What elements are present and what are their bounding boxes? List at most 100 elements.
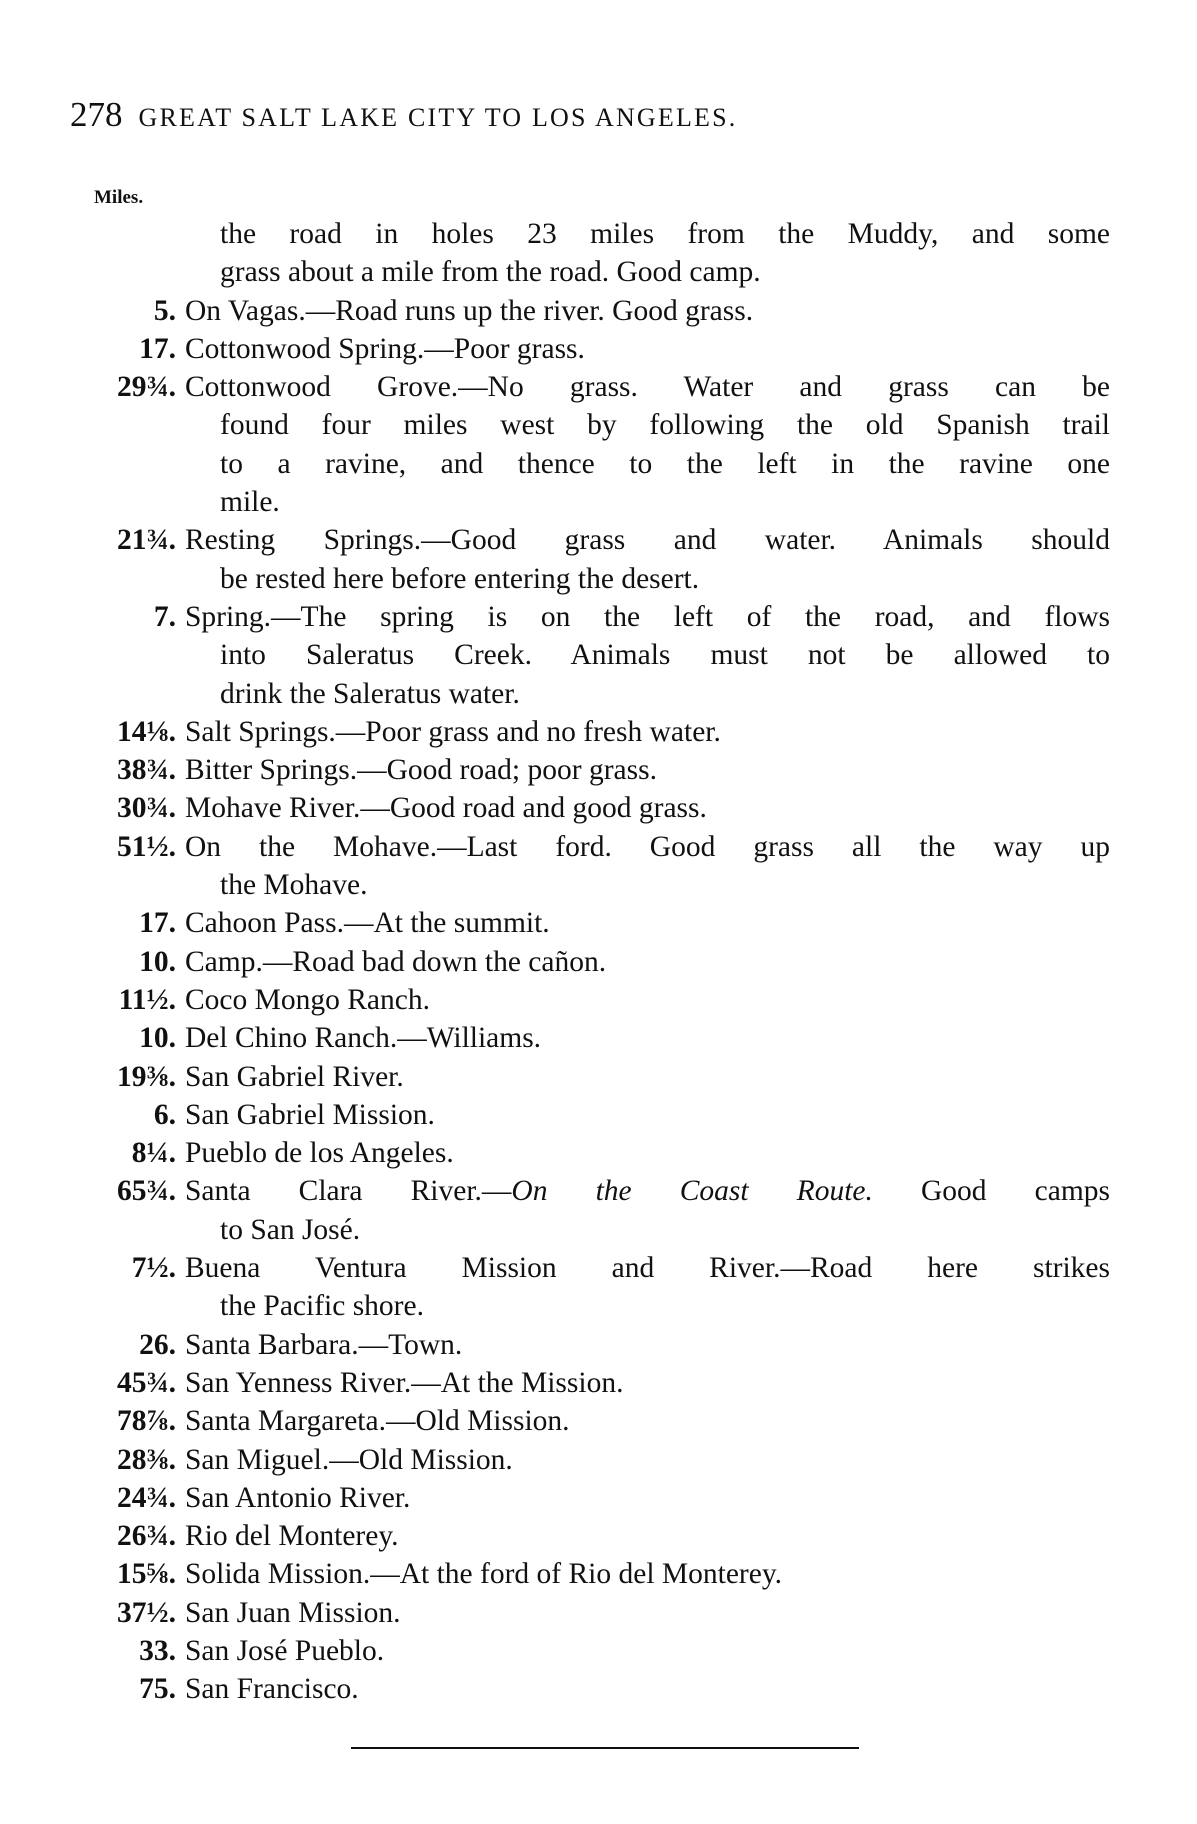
entry-text: Santa Barbara.—Town. <box>185 1328 463 1361</box>
entry-text: San Juan Mission. <box>185 1596 401 1629</box>
entry-text: San Gabriel Mission. <box>185 1098 435 1131</box>
entry-line: 8¼. Pueblo de los Angeles. <box>0 1134 1197 1172</box>
entry-line: 37½. San Juan Mission. <box>0 1594 1197 1632</box>
continuation-line: the road in holes 23 miles from the Mudd… <box>0 215 1197 253</box>
itinerary-entry: 11½. Coco Mongo Ranch. <box>0 981 1197 1019</box>
entry-line: 17. Cahoon Pass.—At the summit. <box>0 904 1197 942</box>
entry-text: the Pacific shore. <box>220 1290 424 1323</box>
entry-miles: 10. <box>139 1022 176 1055</box>
running-header: 278 GREAT SALT LAKE CITY TO LOS ANGELES. <box>70 95 1030 135</box>
entry-miles: 17. <box>139 332 176 365</box>
entry-text: Del Chino Ranch.—Williams. <box>185 1022 542 1055</box>
entry-miles: 11½. <box>118 983 176 1016</box>
entry-miles: 45¾. <box>117 1366 176 1399</box>
entry-line: 7½. Buena Ventura Mission and River.—Road… <box>0 1249 1197 1287</box>
entry-miles: 14⅛. <box>117 715 176 748</box>
itinerary-entry: 10. Del Chino Ranch.—Williams. <box>0 1019 1197 1057</box>
itinerary-entry: 75. San Francisco. <box>0 1670 1197 1708</box>
entry-miles: 7½. <box>131 1252 176 1285</box>
entry-text: into Saleratus Creek. Animals must not b… <box>220 639 1110 672</box>
running-title: GREAT SALT LAKE CITY TO LOS ANGELES. <box>138 103 738 132</box>
itinerary-entry: 26¾. Rio del Monterey. <box>0 1517 1197 1555</box>
entry-text: On the Mohave.—Last ford. Good grass all… <box>185 830 1110 863</box>
entry-line: 26. Santa Barbara.—Town. <box>0 1326 1197 1364</box>
entry-text-part: Santa Clara River.— <box>185 1175 512 1208</box>
entry-line: 29¾. Cottonwood Grove.—No grass. Water an… <box>0 368 1197 406</box>
entry-text: Solida Mission.—At the ford of Rio del M… <box>185 1558 783 1591</box>
entry-line: be rested here before entering the deser… <box>0 560 1197 598</box>
itinerary-entry: 30¾. Mohave River.—Good road and good gra… <box>0 789 1197 827</box>
entry-line: to San José. <box>0 1211 1197 1249</box>
entry-miles: 17. <box>139 907 176 940</box>
entry-miles: 29¾. <box>117 371 176 404</box>
entry-line: into Saleratus Creek. Animals must not b… <box>0 636 1197 674</box>
entry-miles: 26¾. <box>117 1520 176 1553</box>
itinerary-entry: 78⅞. Santa Margareta.—Old Mission. <box>0 1402 1197 1440</box>
entry-line: to a ravine, and thence to the left in t… <box>0 445 1197 483</box>
entry-text: San José Pueblo. <box>185 1634 385 1667</box>
entry-text: Santa Clara River.—On the Coast Route. G… <box>185 1172 1110 1210</box>
entry-miles: 30¾. <box>117 792 176 825</box>
entry-miles: 51½. <box>117 830 176 863</box>
entry-text: Cottonwood Grove.—No grass. Water and gr… <box>185 371 1110 404</box>
entry-line: 38¾. Bitter Springs.—Good road; poor gras… <box>0 751 1197 789</box>
itinerary-entry: 33. San José Pueblo. <box>0 1632 1197 1670</box>
itinerary-entry: 10. Camp.—Road bad down the cañon. <box>0 943 1197 981</box>
itinerary-entry: 5. On Vagas.—Road runs up the river. Good… <box>0 292 1197 330</box>
entry-text: to San José. <box>220 1213 361 1246</box>
entry-line: mile. <box>0 483 1197 521</box>
miles-column-label: Miles. <box>94 187 144 208</box>
itinerary-entry: 8¼. Pueblo de los Angeles. <box>0 1134 1197 1172</box>
entry-line: 30¾. Mohave River.—Good road and good gra… <box>0 789 1197 827</box>
entry-line: 10. Del Chino Ranch.—Williams. <box>0 1019 1197 1057</box>
entry-line: the Pacific shore. <box>0 1287 1197 1325</box>
itinerary-entry: 19⅜. San Gabriel River. <box>0 1058 1197 1096</box>
entry-line: 11½. Coco Mongo Ranch. <box>0 981 1197 1019</box>
entry-italic-text: On the Coast Route. <box>511 1175 873 1208</box>
entry-text: Resting Springs.—Good grass and water. A… <box>185 524 1110 557</box>
entry-text: Camp.—Road bad down the cañon. <box>185 945 607 978</box>
entry-text: Cottonwood Spring.—Poor grass. <box>185 332 585 365</box>
entry-miles: 75. <box>139 1673 176 1706</box>
entry-line: 75. San Francisco. <box>0 1670 1197 1708</box>
entry-line: 17. Cottonwood Spring.—Poor grass. <box>0 330 1197 368</box>
entry-text: San Miguel.—Old Mission. <box>185 1443 513 1476</box>
entry-line: 21¾. Resting Springs.—Good grass and wate… <box>0 521 1197 559</box>
entry-miles: 26. <box>139 1328 176 1361</box>
itinerary-entry: 65¾. Santa Clara River.—On the Coast Rout… <box>0 1172 1197 1249</box>
entry-miles: 6. <box>153 1098 176 1131</box>
end-rule <box>351 1747 859 1749</box>
entry-miles: 8¼. <box>131 1137 176 1170</box>
itinerary-entry: 17. Cahoon Pass.—At the summit. <box>0 904 1197 942</box>
entry-line: 65¾. Santa Clara River.—On the Coast Rout… <box>0 1172 1197 1210</box>
entry-miles: 33. <box>139 1634 176 1667</box>
entry-line: 15⅝. Solida Mission.—At the ford of Rio d… <box>0 1555 1197 1593</box>
itinerary-entry: 6. San Gabriel Mission. <box>0 1096 1197 1134</box>
entry-text: San Gabriel River. <box>185 1060 404 1093</box>
entry-line: 5. On Vagas.—Road runs up the river. Good… <box>0 292 1197 330</box>
itinerary-entry: 28⅜. San Miguel.—Old Mission. <box>0 1441 1197 1479</box>
entry-text: mile. <box>220 486 280 519</box>
entry-miles: 37½. <box>117 1596 176 1629</box>
entry-text: Santa Margareta.—Old Mission. <box>185 1405 570 1438</box>
entry-miles: 7. <box>153 600 176 633</box>
itinerary-entry: 29¾. Cottonwood Grove.—No grass. Water an… <box>0 368 1197 521</box>
entry-text: San Francisco. <box>185 1673 359 1706</box>
entry-text: Pueblo de los Angeles. <box>185 1137 454 1170</box>
entry-text: Bitter Springs.—Good road; poor grass. <box>185 754 657 787</box>
entry-miles: 65¾. <box>117 1175 176 1208</box>
entry-text: found four miles west by following the o… <box>220 409 1110 442</box>
entry-line: 10. Camp.—Road bad down the cañon. <box>0 943 1197 981</box>
entry-text: the Mohave. <box>220 869 368 902</box>
entry-text: Salt Springs.—Poor grass and no fresh wa… <box>185 715 721 748</box>
itinerary-entry: 24¾. San Antonio River. <box>0 1479 1197 1517</box>
entry-miles: 15⅝. <box>117 1558 176 1591</box>
itinerary-entry: 14⅛. Salt Springs.—Poor grass and no fres… <box>0 713 1197 751</box>
entry-line: 24¾. San Antonio River. <box>0 1479 1197 1517</box>
entry-miles: 10. <box>139 945 176 978</box>
entry-text: Cahoon Pass.—At the summit. <box>185 907 550 940</box>
itinerary-entry: 7½. Buena Ventura Mission and River.—Road… <box>0 1249 1197 1326</box>
entry-text: San Yenness River.—At the Mission. <box>185 1366 624 1399</box>
entry-text: San Antonio River. <box>185 1481 411 1514</box>
entry-miles: 19⅜. <box>117 1060 176 1093</box>
